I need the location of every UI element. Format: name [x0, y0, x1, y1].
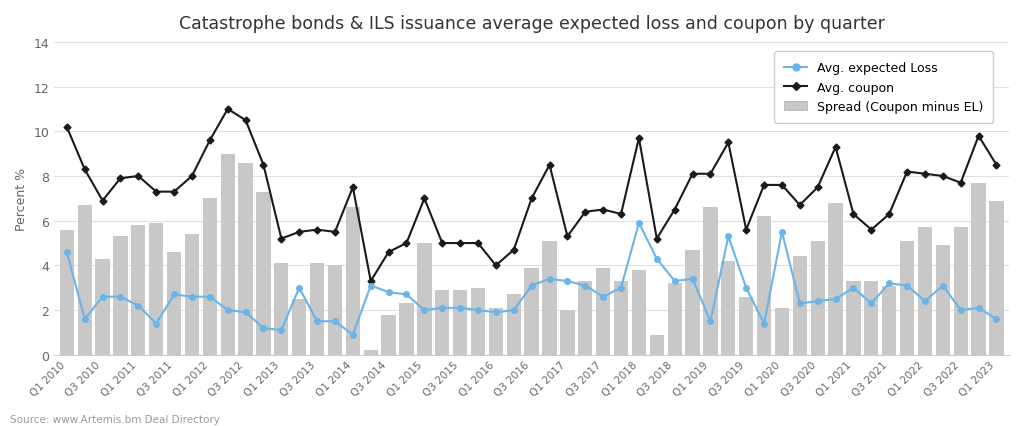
- Bar: [613, 282, 628, 355]
- Bar: [579, 282, 593, 355]
- Bar: [918, 228, 932, 355]
- Bar: [435, 290, 450, 355]
- Bar: [95, 259, 110, 355]
- Bar: [167, 252, 181, 355]
- Bar: [256, 192, 270, 355]
- Bar: [703, 208, 718, 355]
- Bar: [882, 286, 896, 355]
- Bar: [220, 154, 234, 355]
- Bar: [846, 282, 860, 355]
- Bar: [417, 244, 431, 355]
- Bar: [972, 183, 986, 355]
- Bar: [150, 223, 164, 355]
- Bar: [453, 290, 467, 355]
- Bar: [685, 250, 699, 355]
- Text: Source: www.Artemis.bm Deal Directory: Source: www.Artemis.bm Deal Directory: [10, 414, 220, 424]
- Bar: [793, 257, 807, 355]
- Bar: [310, 264, 325, 355]
- Bar: [757, 217, 771, 355]
- Bar: [364, 351, 378, 355]
- Bar: [488, 308, 503, 355]
- Bar: [828, 203, 843, 355]
- Bar: [953, 228, 968, 355]
- Bar: [328, 266, 342, 355]
- Bar: [292, 299, 306, 355]
- Title: Catastrophe bonds & ILS issuance average expected loss and coupon by quarter: Catastrophe bonds & ILS issuance average…: [179, 15, 885, 33]
- Bar: [346, 208, 360, 355]
- Bar: [632, 270, 646, 355]
- Bar: [543, 241, 557, 355]
- Bar: [59, 230, 74, 355]
- Bar: [668, 284, 682, 355]
- Bar: [811, 241, 825, 355]
- Bar: [399, 304, 414, 355]
- Bar: [114, 237, 128, 355]
- Bar: [184, 235, 199, 355]
- Bar: [507, 295, 521, 355]
- Bar: [203, 199, 217, 355]
- Legend: Avg. expected Loss, Avg. coupon, Spread (Coupon minus EL): Avg. expected Loss, Avg. coupon, Spread …: [774, 52, 993, 124]
- Bar: [739, 297, 754, 355]
- Bar: [560, 311, 574, 355]
- Bar: [131, 226, 145, 355]
- Bar: [900, 241, 914, 355]
- Bar: [239, 163, 253, 355]
- Y-axis label: Percent %: Percent %: [15, 167, 28, 230]
- Bar: [382, 315, 395, 355]
- Bar: [78, 206, 92, 355]
- Bar: [471, 288, 485, 355]
- Bar: [775, 308, 790, 355]
- Bar: [649, 335, 664, 355]
- Bar: [864, 282, 879, 355]
- Bar: [274, 264, 289, 355]
- Bar: [989, 201, 1004, 355]
- Bar: [596, 268, 610, 355]
- Bar: [524, 268, 539, 355]
- Bar: [936, 246, 950, 355]
- Bar: [721, 261, 735, 355]
